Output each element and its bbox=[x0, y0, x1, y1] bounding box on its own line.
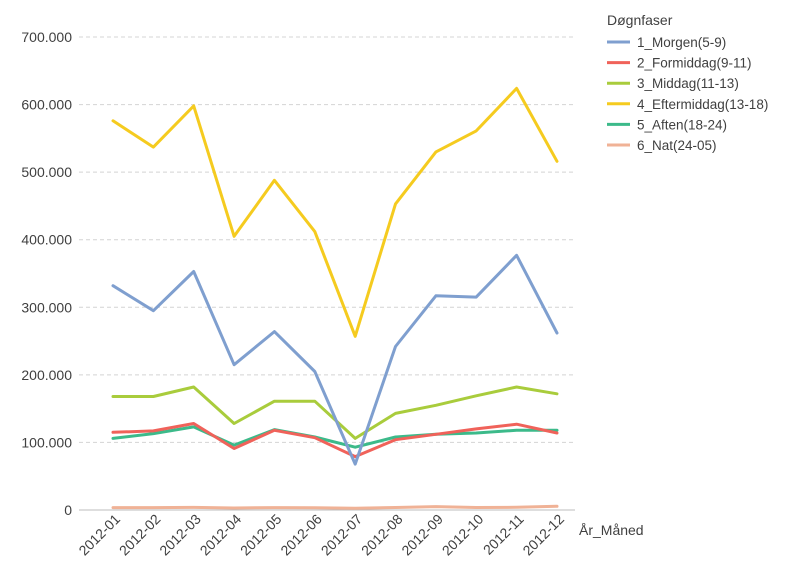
legend-label: 4_Eftermiddag(13-18) bbox=[637, 97, 768, 112]
x-tick-label: 2012-08 bbox=[358, 511, 406, 559]
legend-title: Døgnfaser bbox=[607, 12, 673, 28]
x-tick-label: 2012-05 bbox=[237, 511, 285, 559]
legend: Døgnfaser 1_Morgen(5-9) 2_Formiddag(9-11)… bbox=[607, 12, 768, 153]
y-tick-label: 500.000 bbox=[21, 164, 72, 180]
y-tick-label: 100.000 bbox=[21, 434, 72, 450]
series-line-1 bbox=[111, 253, 559, 466]
y-axis-tick-labels: 0 100.000 200.000 300.000 400.000 500.000 600.… bbox=[21, 29, 72, 518]
x-tick-label: 2012-01 bbox=[75, 511, 123, 559]
legend-label: 3_Middag(11-13) bbox=[637, 76, 739, 91]
x-tick-label: 2012-04 bbox=[197, 511, 245, 559]
x-tick-label: 2012-06 bbox=[277, 511, 325, 559]
x-axis-label: År_Måned bbox=[579, 522, 644, 538]
x-tick-label: 2012-11 bbox=[480, 511, 527, 558]
legend-label: 6_Nat(24-05) bbox=[637, 138, 717, 153]
y-tick-label: 600.000 bbox=[21, 97, 72, 113]
x-tick-label: 2012-10 bbox=[439, 511, 487, 559]
y-tick-label: 200.000 bbox=[21, 367, 72, 383]
series-line-6 bbox=[111, 504, 559, 510]
x-tick-label: 2012-12 bbox=[519, 511, 567, 559]
series-lines bbox=[111, 86, 559, 510]
legend-label: 2_Formiddag(9-11) bbox=[637, 56, 752, 71]
series-line-5 bbox=[111, 425, 559, 449]
x-axis-tick-labels: 2012-012012-022012-032012-042012-052012-… bbox=[75, 511, 567, 559]
y-tick-label: 700.000 bbox=[21, 29, 72, 45]
y-tick-label: 400.000 bbox=[21, 232, 72, 248]
y-tick-label: 300.000 bbox=[21, 299, 72, 315]
series-line-4 bbox=[111, 86, 559, 338]
legend-label: 5_Aften(18-24) bbox=[637, 117, 727, 132]
x-tick-label: 2012-09 bbox=[398, 511, 446, 559]
y-tick-label: 0 bbox=[64, 502, 72, 518]
legend-items: 1_Morgen(5-9) 2_Formiddag(9-11) 3_Middag(1… bbox=[607, 35, 768, 153]
x-tick-label: 2012-02 bbox=[116, 511, 164, 559]
legend-label: 1_Morgen(5-9) bbox=[637, 35, 726, 50]
series-line-2 bbox=[111, 422, 559, 459]
x-tick-label: 2012-07 bbox=[318, 511, 366, 559]
x-tick-label: 2012-03 bbox=[156, 511, 204, 559]
